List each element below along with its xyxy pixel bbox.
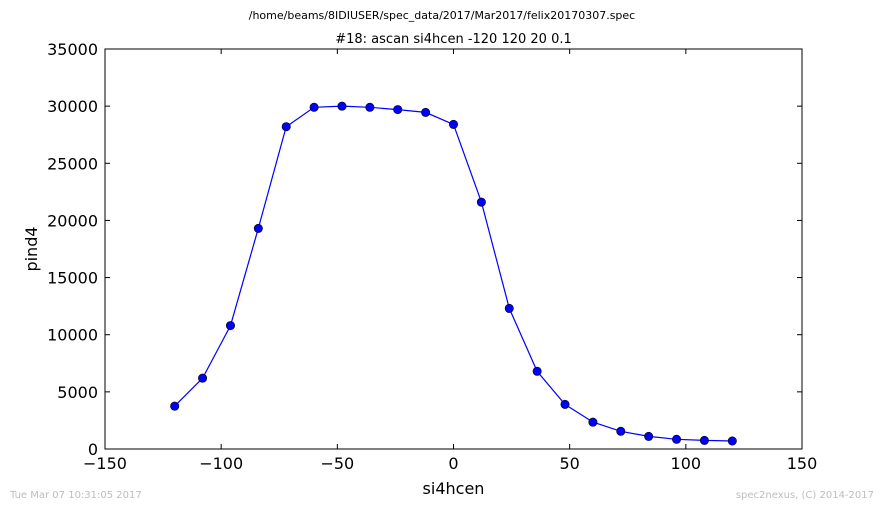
figure-suptitle: /home/beams/8IDIUSER/spec_data/2017/Mar2… [249, 9, 635, 22]
data-point [393, 105, 403, 115]
footer-credit: spec2nexus, (C) 2014-2017 [736, 490, 874, 501]
data-point [421, 107, 431, 117]
data-series [170, 101, 737, 446]
data-point [560, 399, 570, 409]
x-tick-label: −50 [320, 454, 354, 473]
data-point [365, 102, 375, 112]
data-point [170, 401, 180, 411]
y-tick-label: 15000 [47, 269, 98, 288]
data-point [616, 426, 626, 436]
data-point [198, 373, 208, 383]
data-point [672, 434, 682, 444]
data-point [476, 197, 486, 207]
x-tick-label: −150 [83, 454, 127, 473]
y-tick-label: 0 [88, 440, 98, 459]
data-point [225, 321, 235, 331]
y-tick-label: 20000 [47, 211, 98, 230]
y-axis-label: pind4 [22, 226, 41, 271]
data-point [644, 431, 654, 441]
x-tick-label: 0 [448, 454, 458, 473]
data-point [337, 101, 347, 111]
x-tick-label: −100 [199, 454, 243, 473]
axis-ticks: −150 −100 −50 0 50 100 150 0 5000 10000 15000 20000… [47, 40, 817, 473]
data-point [588, 417, 598, 427]
data-point [504, 303, 514, 313]
chart-title: #18: ascan si4hcen -120 120 20 0.1 [335, 32, 572, 47]
x-tick-label: 150 [787, 454, 818, 473]
data-point [448, 119, 458, 129]
footer-timestamp: Tue Mar 07 10:31:05 2017 [9, 490, 142, 501]
data-point [253, 223, 263, 233]
y-tick-label: 35000 [47, 40, 98, 59]
data-point [699, 435, 709, 445]
plot-frame [104, 48, 803, 450]
y-tick-label: 25000 [47, 154, 98, 173]
plot-area: −150 −100 −50 0 50 100 150 0 5000 10000 15000 20000… [47, 40, 817, 473]
series-line [174, 105, 733, 442]
data-point [532, 366, 542, 376]
x-tick-label: 50 [559, 454, 579, 473]
y-tick-label: 10000 [47, 326, 98, 345]
data-point [727, 436, 737, 446]
data-point [309, 102, 319, 112]
x-tick-label: 100 [671, 454, 702, 473]
data-point [281, 122, 291, 132]
x-axis-label: si4hcen [423, 479, 485, 498]
y-tick-label: 30000 [47, 97, 98, 116]
y-tick-label: 5000 [57, 383, 98, 402]
